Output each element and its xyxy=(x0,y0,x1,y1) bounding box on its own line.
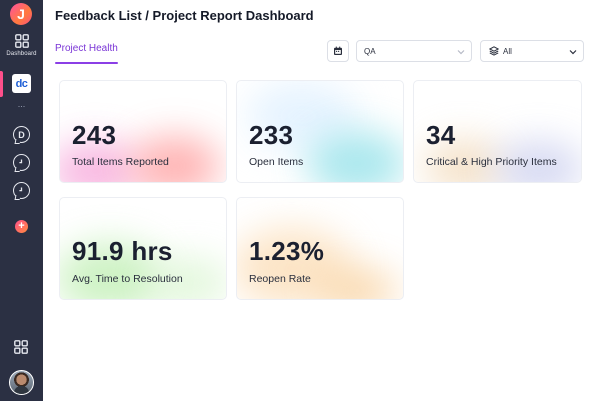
clock-icon xyxy=(19,159,23,164)
layers-icon xyxy=(489,46,499,56)
metric-value: 1.23% xyxy=(249,236,325,266)
sidebar: J Dashboard dc ... D + xyxy=(0,0,43,401)
active-indicator xyxy=(0,71,3,97)
sidebar-item-app[interactable]: dc xyxy=(12,74,31,93)
metric-label: Critical & High Priority Items xyxy=(426,156,557,168)
environment-select-value: QA xyxy=(364,46,376,56)
metric-value: 233 xyxy=(249,120,294,150)
sidebar-item-dashboard[interactable]: Dashboard xyxy=(0,34,43,64)
metric-label: Total Items Reported xyxy=(72,156,169,168)
apps-grid-icon[interactable] xyxy=(14,340,28,354)
active-tab-underline xyxy=(55,62,118,64)
metric-value: 91.9 hrs xyxy=(72,236,173,266)
sidebar-item-history[interactable] xyxy=(13,154,30,171)
sidebar-item-label: Dashboard xyxy=(6,51,37,57)
metric-card-total-items[interactable]: 243 Total Items Reported xyxy=(59,80,227,183)
sidebar-item-label: D xyxy=(18,129,25,140)
clock-icon xyxy=(19,187,23,192)
metric-value: 34 xyxy=(426,120,456,150)
add-icon[interactable]: + xyxy=(15,220,28,233)
app-logo-icon[interactable]: J xyxy=(10,3,32,25)
metric-card-reopen-rate[interactable]: 1.23% Reopen Rate xyxy=(236,197,404,300)
chevron-down-icon xyxy=(457,50,465,55)
app-badge: dc xyxy=(15,77,28,90)
metric-label: Avg. Time to Resolution xyxy=(72,273,183,285)
user-avatar[interactable] xyxy=(9,370,34,395)
calendar-icon xyxy=(334,46,342,55)
grid-icon xyxy=(14,34,29,48)
chevron-down-icon xyxy=(569,50,577,55)
metric-label: Open Items xyxy=(249,156,304,168)
more-dots[interactable]: ... xyxy=(17,99,26,109)
tab-project-health[interactable]: Project Health xyxy=(55,43,118,54)
metric-label: Reopen Rate xyxy=(249,273,311,285)
sidebar-item-recent[interactable] xyxy=(13,182,30,199)
metric-card-open-items[interactable]: 233 Open Items xyxy=(236,80,404,183)
sidebar-item-d[interactable]: D xyxy=(13,126,30,143)
metric-card-avg-resolution[interactable]: 91.9 hrs Avg. Time to Resolution xyxy=(59,197,227,300)
environment-select[interactable]: QA xyxy=(356,40,472,62)
metric-value: 243 xyxy=(72,120,117,150)
scope-select-value: All xyxy=(503,46,512,56)
calendar-button[interactable] xyxy=(327,40,349,62)
scope-select[interactable]: All xyxy=(480,40,584,62)
page-title: Feedback List / Project Report Dashboard xyxy=(55,8,314,23)
metric-card-critical-high[interactable]: 34 Critical & High Priority Items xyxy=(413,80,582,183)
